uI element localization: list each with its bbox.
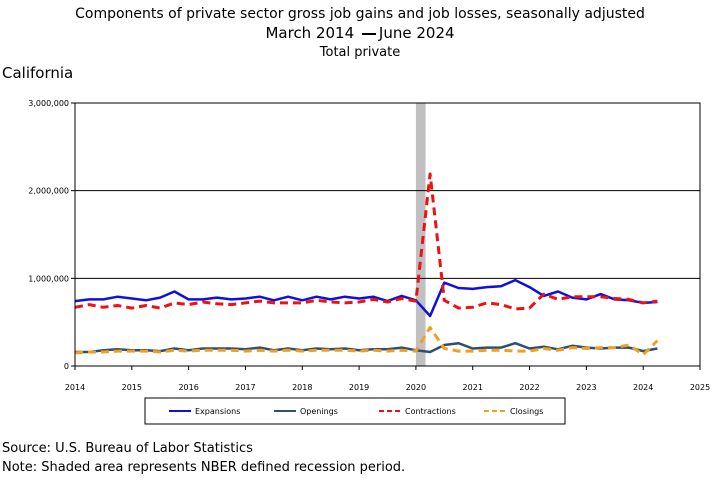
series-line-contractions <box>74 172 658 311</box>
legend-label-openings: Openings <box>300 407 338 416</box>
legend-label-closings: Closings <box>510 407 543 416</box>
x-tick-label: 2022 <box>519 383 539 392</box>
plot-frame <box>74 102 701 367</box>
x-tick-label: 2023 <box>576 383 596 392</box>
x-tick-label: 2017 <box>235 383 255 392</box>
x-tick-label: 2015 <box>122 383 142 392</box>
chart-series-label: Total private <box>319 45 401 60</box>
legend-label-expansions: Expansions <box>195 407 240 416</box>
x-tick-label: 2014 <box>65 383 85 392</box>
date-range-start: March 2014 <box>265 24 355 42</box>
recession-note: Note: Shaded area represents NBER define… <box>2 460 406 475</box>
x-tick-label: 2018 <box>292 383 312 392</box>
chart-svg: 0 1,000,000 2,000,000 3,000,000 2014 2015 2016… <box>28 99 710 425</box>
series-line-expansions <box>74 278 658 318</box>
x-tick-label: 2020 <box>406 383 426 392</box>
x-tick-label: 2019 <box>349 383 369 392</box>
series-line-closings <box>74 325 659 357</box>
y-tick-label: 2,000,000 <box>28 187 69 196</box>
date-range-end: June 2024 <box>378 24 455 42</box>
region-label: California <box>2 64 74 82</box>
chart-date-range: March 2014 June 2024 <box>0 24 720 42</box>
x-tick-label: 2025 <box>690 383 710 392</box>
y-tick-label: 1,000,000 <box>28 274 69 283</box>
date-range-dash <box>361 32 376 35</box>
x-tick-label: 2016 <box>178 383 198 392</box>
x-tick-label: 2024 <box>633 383 653 392</box>
y-tick-label: 0 <box>64 362 69 371</box>
recession-shading <box>415 103 426 366</box>
source-note: Source: U.S. Bureau of Labor Statistics <box>2 441 253 456</box>
legend-label-contractions: Contractions <box>405 407 456 416</box>
chart-title: Components of private sector gross job g… <box>75 6 645 22</box>
y-tick-label: 3,000,000 <box>28 99 69 108</box>
x-tick-label: 2021 <box>463 383 483 392</box>
